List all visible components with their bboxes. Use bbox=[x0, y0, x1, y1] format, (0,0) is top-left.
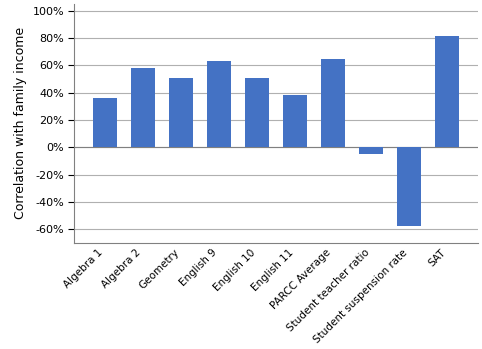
Bar bbox=[207, 61, 231, 147]
Bar bbox=[359, 147, 384, 154]
Bar bbox=[435, 36, 459, 147]
Bar bbox=[321, 59, 346, 147]
Bar bbox=[131, 68, 156, 147]
Bar bbox=[245, 78, 269, 147]
Bar bbox=[283, 96, 308, 147]
Bar bbox=[93, 98, 118, 147]
Bar bbox=[397, 147, 421, 226]
Y-axis label: Correlation with family income: Correlation with family income bbox=[14, 27, 27, 220]
Bar bbox=[169, 78, 193, 147]
